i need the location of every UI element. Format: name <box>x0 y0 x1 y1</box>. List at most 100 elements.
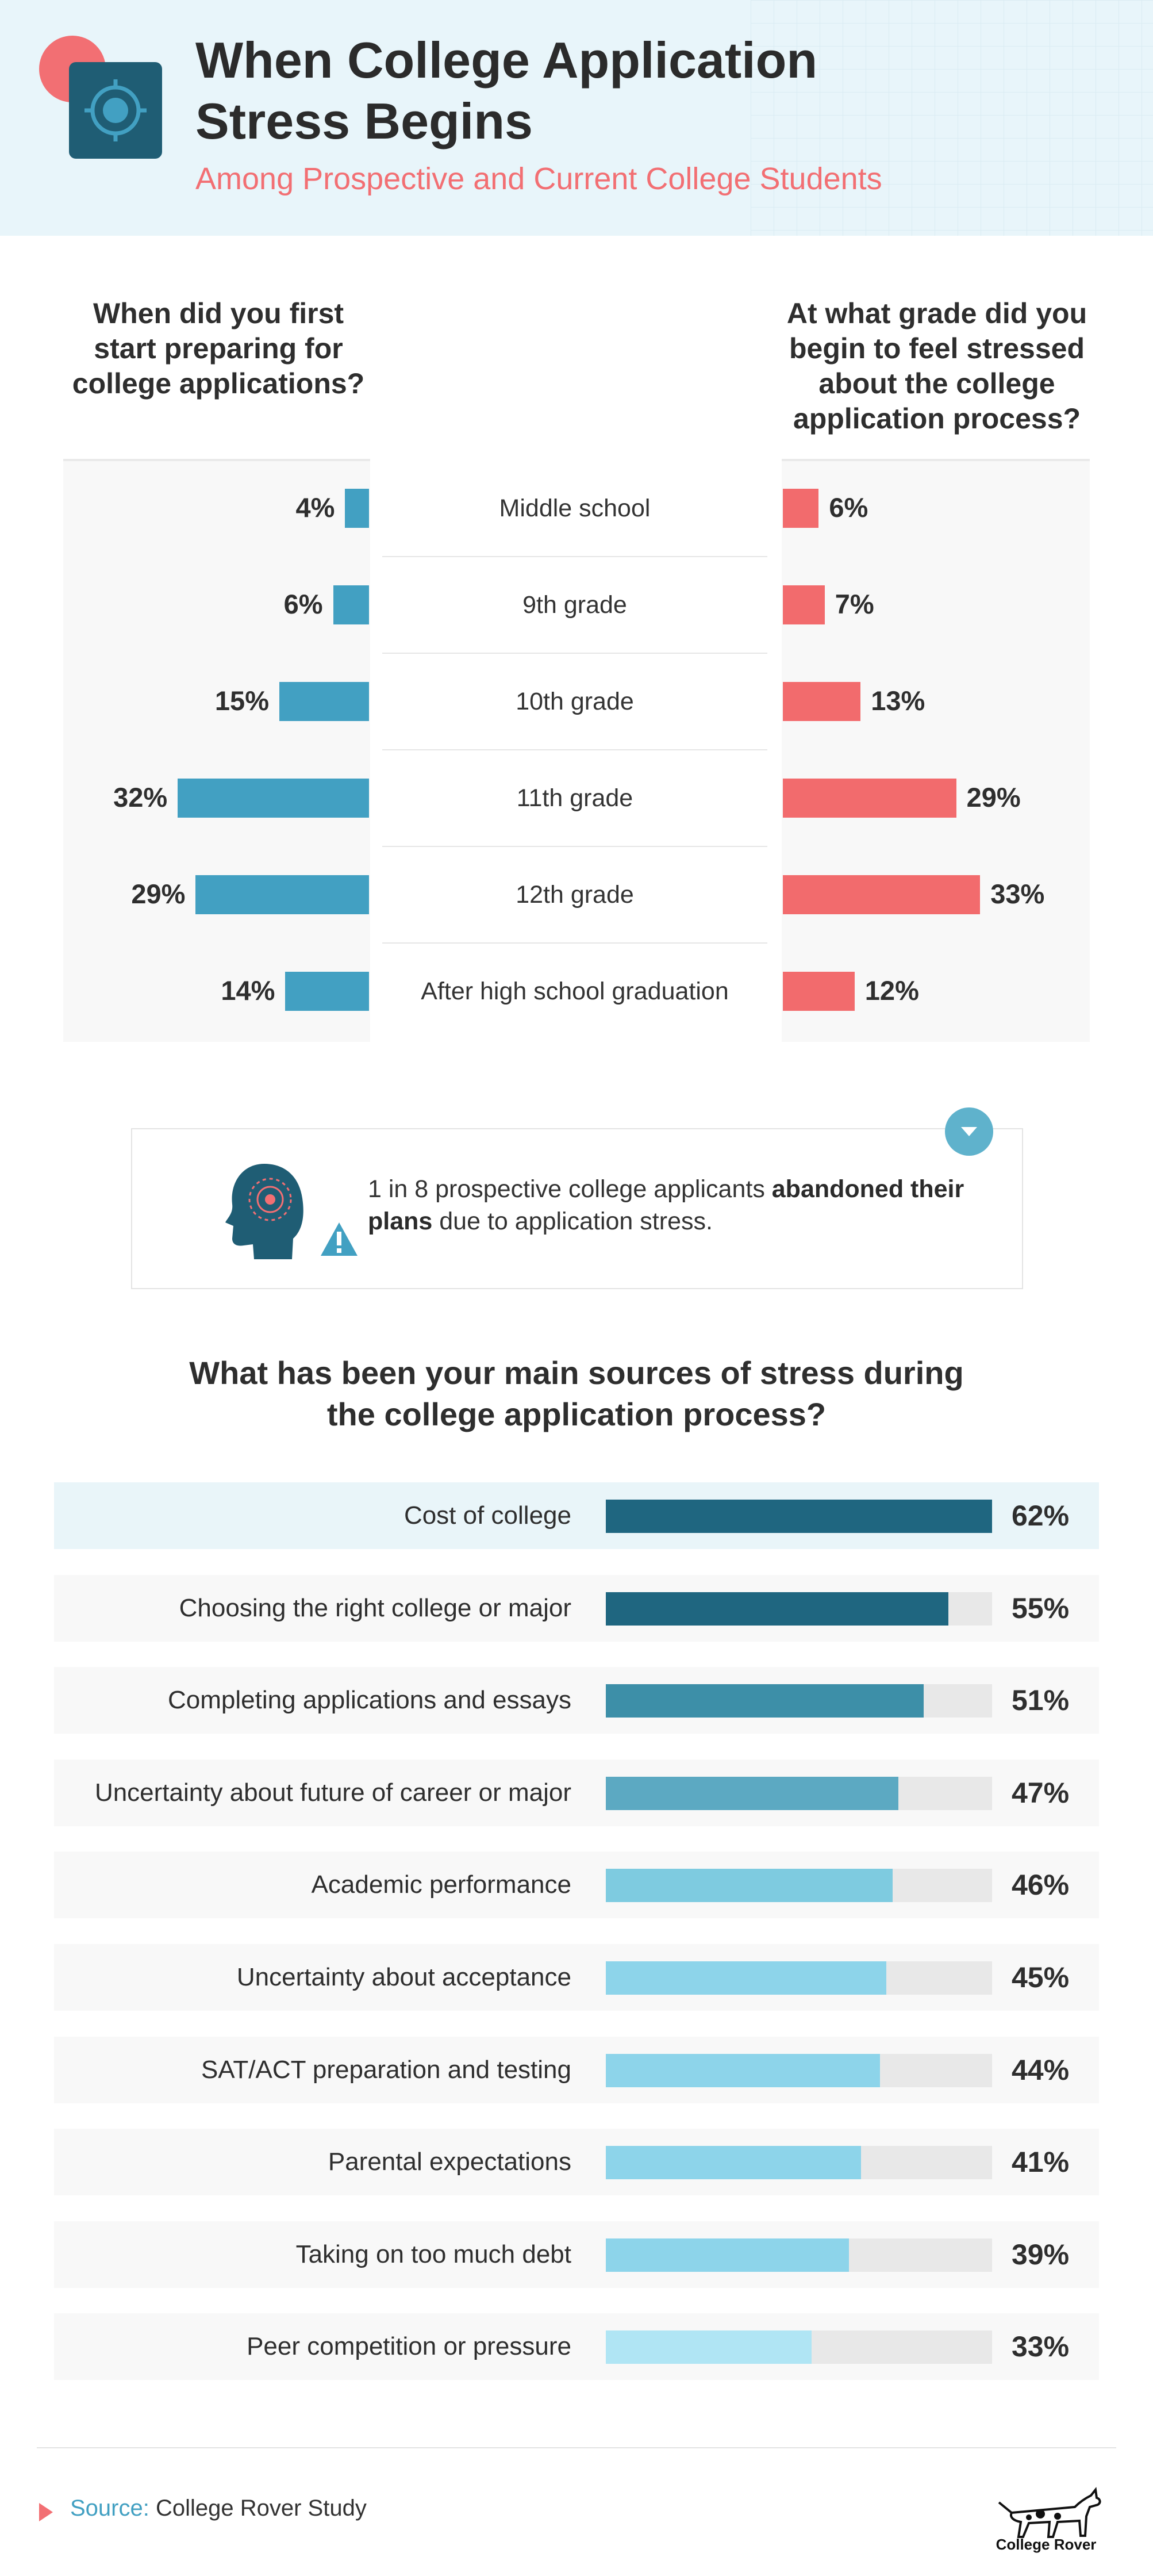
preparation-value: 32% <box>113 782 168 812</box>
stress-source-track <box>606 1777 992 1810</box>
stress-source-label: Completing applications and essays <box>168 1686 571 1714</box>
stat-callout <box>131 1128 1023 1289</box>
stress-source-label: Peer competition or pressure <box>247 2332 571 2360</box>
stress-source-row: Parental expectations 41% <box>54 2129 1099 2195</box>
stress-source-bar <box>606 2146 862 2179</box>
stress-source-row: Taking on too much debt 39% <box>54 2221 1099 2288</box>
stress-source-bar <box>606 2054 880 2087</box>
stress-source-track <box>606 1592 992 1626</box>
stress-source-bar <box>606 1500 992 1533</box>
title-line-1: When College Application <box>195 32 818 89</box>
callout-text-start: 1 in 8 prospective college applicants <box>368 1175 772 1203</box>
page-title: When College Application Stress Begins <box>195 30 943 152</box>
row-divider <box>382 556 767 557</box>
preparation-value: 29% <box>131 879 186 909</box>
preparation-panel <box>63 459 370 1042</box>
stress-source-label: Uncertainty about acceptance <box>236 1963 571 1991</box>
stress-source-bar <box>606 1684 924 1718</box>
grade-label: 12th grade <box>516 881 634 908</box>
stress-bar <box>783 585 825 624</box>
stress-source-track <box>606 1961 992 1995</box>
stress-value: 12% <box>864 975 919 1006</box>
row-divider <box>382 942 767 944</box>
stress-value: 29% <box>966 782 1021 812</box>
stress-source-value: 47% <box>1012 1777 1070 1809</box>
stress-source-value: 46% <box>1012 1869 1070 1901</box>
stress-source-value: 41% <box>1012 2146 1070 2178</box>
stress-source-value: 33% <box>1012 2330 1070 2363</box>
stress-source-value: 62% <box>1012 1500 1070 1532</box>
stress-source-track <box>606 1500 992 1533</box>
stress-source-bar <box>606 2330 812 2364</box>
stress-value: 6% <box>829 492 868 523</box>
stress-source-label: SAT/ACT preparation and testing <box>201 2056 571 2084</box>
stress-source-value: 44% <box>1012 2054 1070 2086</box>
source-text: College Rover Study <box>155 2496 367 2521</box>
stress-source-track <box>606 1684 992 1718</box>
row-divider <box>382 653 767 654</box>
stress-source-label: Taking on too much debt <box>295 2240 571 2268</box>
preparation-value: 6% <box>283 589 323 619</box>
stress-source-value: 45% <box>1012 1961 1070 1994</box>
title-line-2: Stress Begins <box>195 93 533 150</box>
stress-source-row: Peer competition or pressure 33% <box>54 2313 1099 2380</box>
dog-logo-icon <box>998 2487 1101 2538</box>
stress-source-bar <box>606 1777 899 1810</box>
source-arrow-icon <box>39 2503 53 2521</box>
preparation-bar <box>279 682 369 721</box>
head-warning-icon <box>225 1164 358 1259</box>
footer-divider <box>37 2447 1116 2448</box>
chevron-down-icon[interactable] <box>945 1107 993 1156</box>
grade-label: 9th grade <box>522 591 627 619</box>
stress-value: 7% <box>835 589 874 619</box>
grade-label: After high school graduation <box>421 977 729 1005</box>
stress-bar <box>783 972 855 1011</box>
stress-source-label: Parental expectations <box>328 2148 571 2176</box>
stress-source-value: 39% <box>1012 2238 1070 2271</box>
stress-value: 13% <box>871 685 925 716</box>
stress-source-bar <box>606 2238 849 2272</box>
question-preparation: When did you first start preparing for c… <box>72 297 365 400</box>
preparation-bar <box>345 489 369 528</box>
stress-source-track <box>606 2054 992 2087</box>
stress-source-bar <box>606 1592 949 1626</box>
stress-source-row: Choosing the right college or major 55% <box>54 1575 1099 1642</box>
row-divider <box>382 749 767 750</box>
stress-source-label: Academic performance <box>311 1870 571 1899</box>
question-stress-sources: What has been your main sources of stres… <box>189 1355 964 1432</box>
row-divider <box>382 846 767 847</box>
stress-bar <box>783 875 981 914</box>
stress-source-row: Uncertainty about acceptance 45% <box>54 1944 1099 2011</box>
stress-bar <box>783 682 861 721</box>
preparation-value: 4% <box>295 492 335 523</box>
grade-label: 10th grade <box>516 688 634 715</box>
stress-source-bar <box>606 1961 886 1995</box>
stress-source-row: Academic performance 46% <box>54 1851 1099 1918</box>
stress-source-row: Uncertainty about future of career or ma… <box>54 1759 1099 1826</box>
stress-value: 33% <box>990 879 1045 909</box>
stress-source-value: 51% <box>1012 1684 1070 1716</box>
stress-source-row: SAT/ACT preparation and testing 44% <box>54 2037 1099 2103</box>
source-label: Source: <box>70 2496 149 2521</box>
stress-source-track <box>606 1869 992 1902</box>
grade-label: Middle school <box>499 494 651 522</box>
preparation-bar <box>333 585 369 624</box>
stress-panel <box>782 459 1090 1042</box>
stress-bar <box>783 489 819 528</box>
preparation-bar <box>178 779 369 818</box>
stress-source-label: Uncertainty about future of career or ma… <box>94 1778 571 1807</box>
callout-text-bold: abandoned their plans <box>368 1175 964 1235</box>
preparation-bar <box>195 875 369 914</box>
header: When College Application Stress Begins A… <box>0 0 1153 236</box>
stress-source-track <box>606 2330 992 2364</box>
page-subtitle: Among Prospective and Current College St… <box>195 162 882 196</box>
stress-bar <box>783 779 956 818</box>
brand-name: College Rover <box>996 2536 1097 2553</box>
stress-source-track <box>606 2146 992 2179</box>
preparation-value: 15% <box>214 685 269 716</box>
grade-label: 11th grade <box>516 784 633 812</box>
preparation-value: 14% <box>221 975 275 1006</box>
source-note: Source: College Rover Study <box>70 2496 367 2521</box>
target-icon <box>69 62 162 159</box>
stress-source-value: 55% <box>1012 1592 1070 1624</box>
